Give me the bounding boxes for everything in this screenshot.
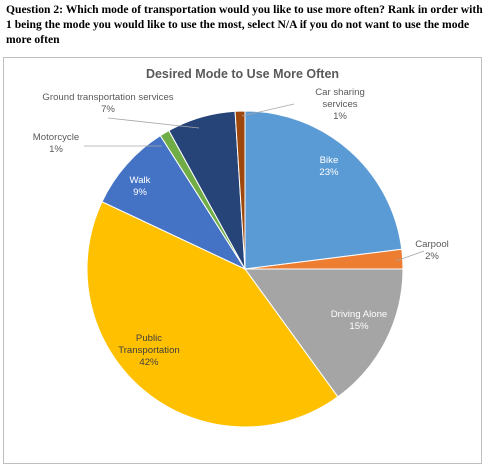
- slice-label-walk: Walk 9%: [130, 175, 151, 198]
- slice-label-ground-transportation-services: Ground transportation services 7%: [42, 92, 173, 115]
- slice-label-public-transportation: Public Transportation 42%: [118, 333, 180, 368]
- pie-slice-public-transportation: [86, 201, 339, 428]
- slice-percent-ground-transportation-services: 7%: [101, 104, 115, 115]
- slice-percent-motorcycle: 1%: [49, 144, 63, 155]
- pie-slice-car-sharing-services: [234, 110, 246, 270]
- slice-percent-public-transportation: 42%: [139, 357, 159, 368]
- leader-line-car-sharing-services: [241, 103, 295, 117]
- slice-percent-driving-alone: 15%: [349, 321, 369, 332]
- slice-name-driving-alone: Driving Alone: [331, 309, 388, 320]
- slice-label-motorcycle: Motorcycle 1%: [33, 132, 79, 155]
- chart-title: Desired Mode to Use More Often: [145, 67, 340, 81]
- slice-name-walk: Walk: [130, 175, 151, 186]
- leader-line-carpool: [395, 250, 425, 262]
- slice-label-carpool: Carpool 2%: [415, 239, 449, 262]
- slice-percent-bike: 23%: [319, 167, 339, 178]
- question-text: Question 2: Which mode of transportation…: [6, 3, 483, 46]
- pie-slice-driving-alone: [244, 268, 404, 398]
- slice-label-car-sharing-services: Car sharing services 1%: [315, 87, 365, 122]
- pie-svg: Bike 23% Carpool 2% Driving Alone 15% Public Tr…: [33, 87, 449, 428]
- slice-name-motorcycle: Motorcycle: [33, 132, 79, 143]
- slice-percent-carpool: 2%: [425, 251, 439, 262]
- slice-name-car-sharing-services: Car sharing: [315, 87, 365, 98]
- pie-chart: Desired Mode to Use More Often Bike 23% Ca…: [3, 57, 482, 464]
- slice-name-carpool: Carpool: [415, 239, 449, 250]
- leader-line-ground-transportation-services: [107, 117, 200, 129]
- slice-name-ground-transportation-services: Ground transportation services: [42, 92, 173, 103]
- slice-name-public-transportation: Transportation: [118, 345, 180, 356]
- pie-slice-walk: [101, 134, 247, 271]
- slice-label-bike: Bike 23%: [319, 155, 339, 178]
- slice-name-car-sharing-services: services: [322, 99, 357, 110]
- pie-slice-bike: [244, 110, 403, 270]
- slice-percent-car-sharing-services: 1%: [333, 111, 347, 122]
- slice-label-driving-alone: Driving Alone 15%: [331, 309, 388, 332]
- slice-name-public-transportation: Public: [136, 333, 162, 344]
- slice-percent-walk: 9%: [133, 187, 147, 198]
- slice-name-bike: Bike: [320, 155, 339, 166]
